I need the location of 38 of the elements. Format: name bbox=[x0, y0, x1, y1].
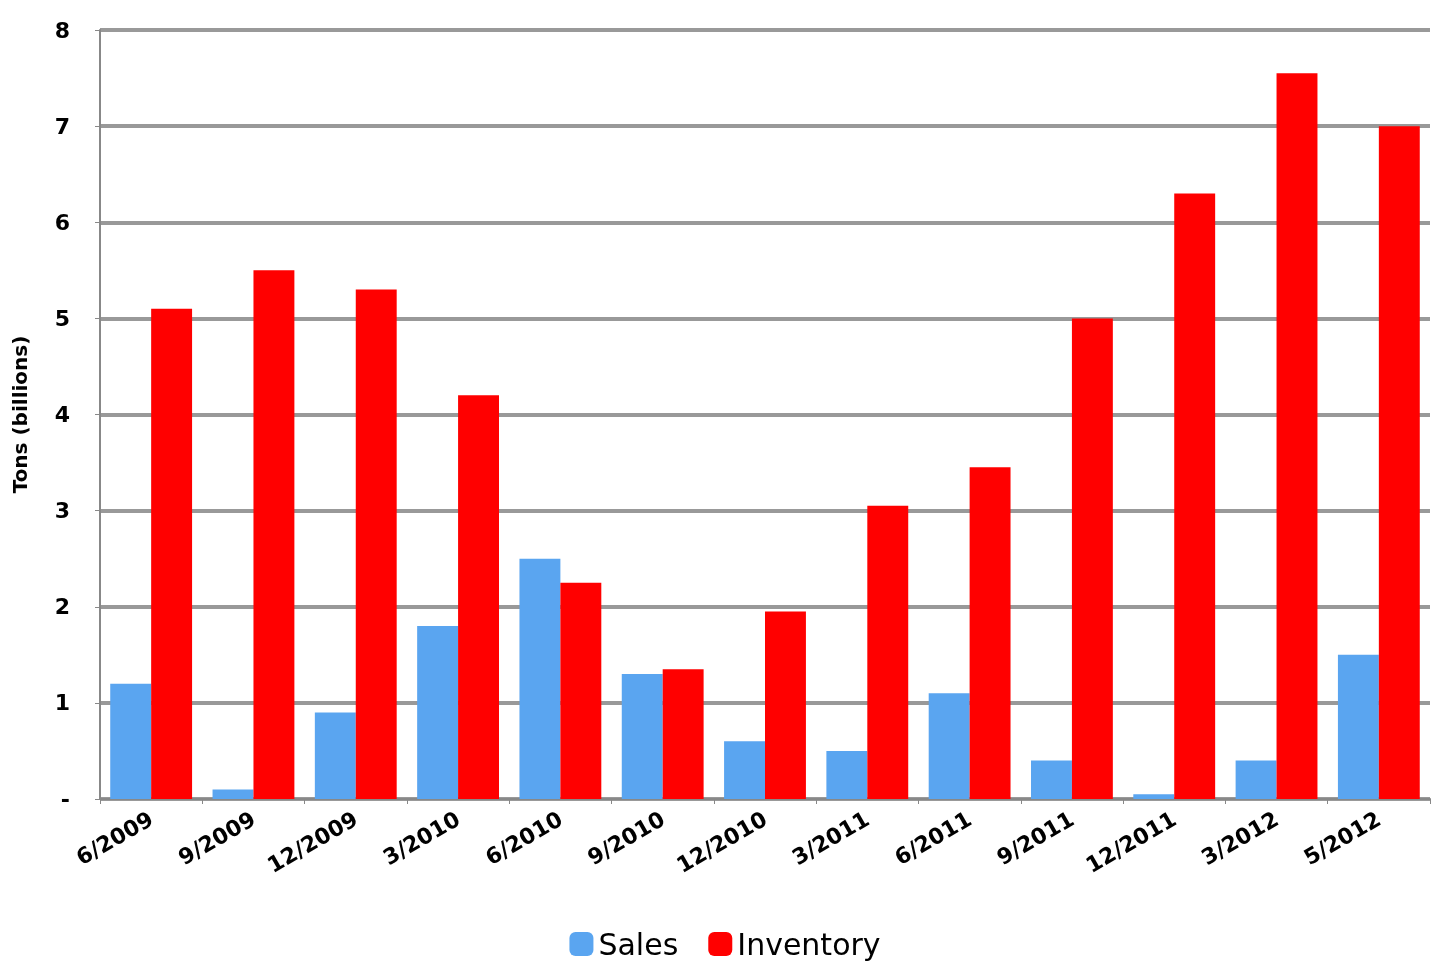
y-tick-label: 1 bbox=[54, 690, 70, 716]
y-tick-label: 4 bbox=[54, 402, 70, 427]
bar bbox=[765, 611, 806, 799]
bar bbox=[969, 467, 1011, 799]
bar bbox=[458, 395, 499, 799]
y-axis-title: Tons (billions) bbox=[8, 335, 32, 494]
y-tick-label: 7 bbox=[54, 113, 70, 139]
bar bbox=[519, 558, 561, 799]
bar bbox=[1031, 760, 1072, 799]
y-tick-label: 3 bbox=[54, 498, 70, 524]
bar bbox=[355, 289, 397, 799]
bar bbox=[1174, 193, 1216, 799]
y-tick-label: 6 bbox=[54, 209, 70, 235]
legend-label: Inventory bbox=[737, 926, 881, 962]
bar bbox=[110, 683, 152, 799]
legend-label: Sales bbox=[598, 926, 679, 962]
y-tick-label: 2 bbox=[54, 594, 70, 620]
bar bbox=[867, 505, 909, 799]
y-tick-label: 8 bbox=[54, 17, 70, 43]
bar bbox=[1337, 654, 1379, 799]
bar bbox=[212, 789, 254, 799]
bar bbox=[560, 582, 602, 799]
bar bbox=[1071, 318, 1113, 799]
bar bbox=[417, 625, 459, 799]
bar bbox=[826, 750, 868, 799]
bar bbox=[621, 674, 663, 799]
y-tick-label: 5 bbox=[54, 305, 70, 331]
bar bbox=[724, 741, 765, 799]
bar bbox=[1133, 794, 1175, 799]
bar bbox=[662, 669, 704, 799]
bar bbox=[1276, 73, 1318, 799]
y-tick-label: - bbox=[60, 786, 70, 812]
bar bbox=[151, 308, 193, 799]
bar bbox=[1235, 760, 1277, 799]
bar bbox=[1378, 126, 1420, 799]
bar bbox=[253, 270, 295, 799]
bar bbox=[314, 712, 356, 799]
bar bbox=[928, 693, 970, 799]
